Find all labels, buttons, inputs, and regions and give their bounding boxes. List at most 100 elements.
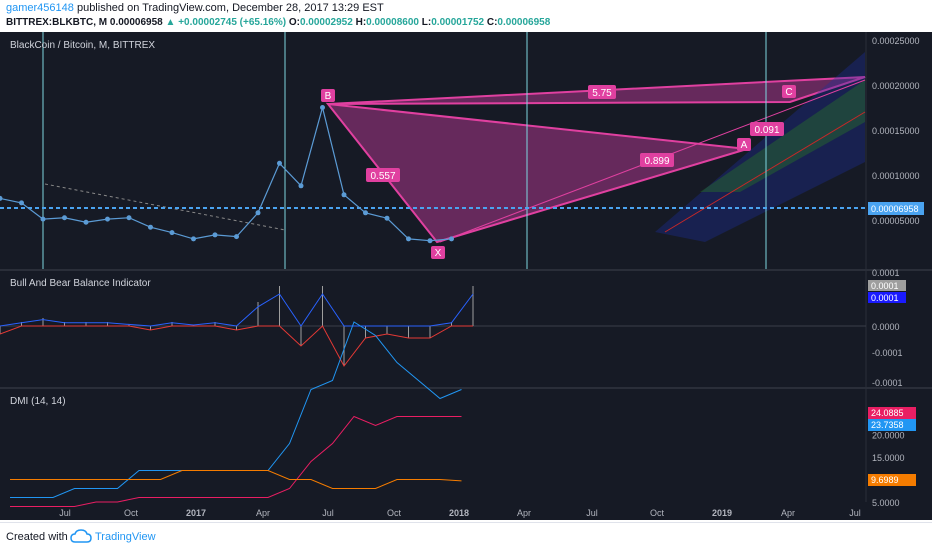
price-point: [298, 183, 304, 189]
publish-line: gamer456148 published on TradingView.com…: [6, 2, 384, 14]
price-point: [62, 215, 67, 221]
label-a: A: [741, 140, 748, 151]
price-point: [449, 236, 454, 242]
bbb-bull-line: [0, 293, 474, 327]
symbol-line: BITTREX:BLKBTC, M 0.00006958 ▲ +0.000027…: [6, 17, 550, 28]
time-tick: Oct: [387, 508, 402, 518]
time-tick: Apr: [781, 508, 795, 518]
ratio-0899: 0.899: [644, 156, 669, 167]
dmi-adx-line: [10, 470, 462, 489]
time-tick: Oct: [650, 508, 665, 518]
time-tick: Jul: [586, 508, 598, 518]
time-tick: Jul: [849, 508, 861, 518]
time-tick: Oct: [124, 508, 139, 518]
bbb-y-tick: 0.0001: [872, 268, 900, 278]
dmi-minus-line: [10, 415, 462, 507]
price-point: [19, 200, 24, 206]
main-y-axis: 0.00025000 0.00020000 0.00015000 0.00010000…: [872, 36, 920, 226]
price-value: 0.00006958: [109, 17, 163, 28]
dmi-tag-minus: 24.0885: [871, 408, 904, 418]
main-y-tick: 0.00020000: [872, 81, 920, 91]
label-b: B: [325, 91, 332, 102]
price-point: [320, 105, 325, 110]
label-x: X: [435, 248, 442, 259]
dmi-y-tick: 20.0000: [872, 431, 905, 441]
chart-area[interactable]: B X A C 0.557 0.899 5.75 0.091 BlackCoin…: [0, 32, 932, 520]
tradingview-brand-link[interactable]: TradingView: [95, 531, 156, 543]
main-y-tick: 0.00015000: [872, 126, 920, 136]
price-point: [406, 236, 411, 242]
price-point: [427, 238, 433, 244]
bbb-y-tick: -0.0001: [872, 378, 903, 388]
ratio-0557: 0.557: [370, 171, 395, 182]
bbb-y-axis: 0.0001 0.0000 -0.0001 -0.0001: [872, 268, 903, 388]
open-value: 0.00002952: [299, 17, 353, 28]
price-series-line: [0, 105, 452, 242]
label-c: C: [785, 87, 792, 98]
time-axis: Jul Oct 2017 Apr Jul Oct 2018 Apr Jul Oct 2019 Apr J…: [59, 508, 861, 518]
price-points: [0, 105, 454, 244]
time-tick: 2017: [186, 508, 206, 518]
up-triangle-icon: ▲: [165, 17, 176, 28]
dmi-tag-adx-box: [868, 474, 916, 486]
ratio-0899-box: [640, 153, 674, 167]
main-y-tick: 0.00005000: [872, 216, 920, 226]
main-pane-title: BlackCoin / Bitcoin, M, BITTREX: [10, 40, 155, 51]
pattern-labels: B X A C 0.557 0.899 5.75 0.091: [321, 85, 796, 259]
publish-info: published on TradingView.com, December 2…: [76, 2, 384, 14]
time-tick: 2019: [712, 508, 732, 518]
price-point: [40, 216, 46, 222]
projection-red-line: [664, 111, 866, 233]
low-value: 0.00001752: [431, 17, 485, 28]
price-point: [363, 210, 368, 216]
last-price-tag-box: [868, 202, 924, 215]
bbb-bars: [0, 286, 474, 367]
price-point: [105, 216, 110, 222]
last-price-tag: 0.00006958: [871, 204, 919, 214]
price-point: [148, 224, 153, 230]
chart-svg[interactable]: B X A C 0.557 0.899 5.75 0.091 BlackCoin…: [0, 32, 932, 520]
main-y-tick: 0.00010000: [872, 171, 920, 181]
price-point: [0, 195, 3, 201]
bbb-tag-bear-box: [868, 292, 906, 303]
bbb-pane-title: Bull And Bear Balance Indicator: [10, 278, 151, 289]
high-label: H:: [355, 17, 367, 28]
price-point: [277, 160, 282, 166]
ratio-0091: 0.091: [754, 125, 779, 136]
price-point: [83, 219, 89, 225]
close-label: C:: [486, 17, 498, 28]
dmi-tag-plus-box: [868, 419, 916, 431]
label-x-box: [431, 246, 445, 259]
bbb-tag-bull: 0.0001: [871, 281, 899, 291]
created-with-text: Created with: [6, 531, 68, 543]
dmi-tag-minus-box: [868, 407, 916, 419]
time-tick: Apr: [517, 508, 531, 518]
ratio-0091-box: [750, 122, 784, 136]
dmi-pane-title: DMI (14, 14): [10, 396, 66, 407]
time-tick: Apr: [256, 508, 270, 518]
main-y-tick: 0.00025000: [872, 36, 920, 46]
dmi-tag-plus: 23.7358: [871, 420, 904, 430]
time-tick: Jul: [59, 508, 71, 518]
dmi-plus-line: [10, 321, 462, 498]
author-link[interactable]: gamer456148: [6, 2, 74, 14]
footer: Created with TradingView: [0, 522, 932, 550]
projection-channel-green: [700, 80, 865, 192]
symbol-label: BITTREX:BLKBTC, M: [6, 17, 108, 28]
price-change: +0.00002745 (+65.16%): [178, 17, 287, 28]
open-label: O:: [288, 17, 300, 28]
ratio-575: 5.75: [592, 88, 612, 99]
chart-header: gamer456148 published on TradingView.com…: [0, 0, 932, 32]
price-point: [126, 215, 132, 221]
price-point: [212, 232, 218, 238]
dmi-tag-adx: 9.6989: [871, 475, 899, 485]
bbb-tag-bear: 0.0001: [871, 293, 899, 303]
dmi-y-tick: 5.0000: [872, 498, 900, 508]
bbb-y-tick: 0.0000: [872, 322, 900, 332]
price-point: [169, 230, 175, 236]
price-point: [255, 210, 261, 216]
tradingview-cloud-icon: [70, 529, 92, 543]
ratio-575-box: [588, 85, 616, 99]
low-label: L:: [421, 17, 432, 28]
label-b-box: [321, 89, 335, 102]
